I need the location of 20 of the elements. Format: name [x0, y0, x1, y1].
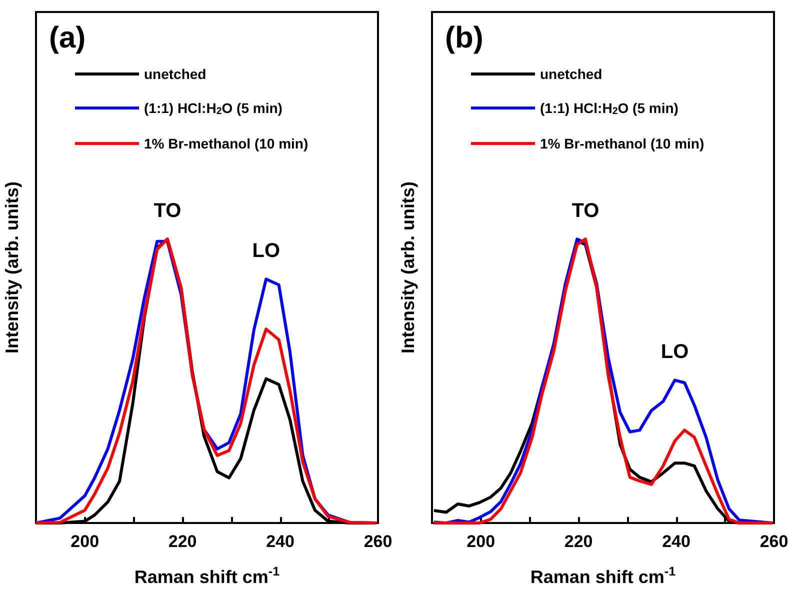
x-tick-label: 220 — [168, 532, 197, 551]
x-tick-label: 260 — [760, 532, 788, 551]
legend-label: unetched — [540, 66, 602, 82]
legend-label: 1% Br-methanol (10 min) — [540, 136, 704, 152]
annotation: LO — [660, 341, 689, 364]
x-tick-label: 260 — [364, 532, 392, 551]
text: TO — [154, 200, 182, 222]
y-axis-title: Intensity (arb. units) — [398, 181, 418, 354]
annotation: LO — [252, 240, 280, 262]
legend-label: 1% Br-methanol (10 min) — [144, 136, 308, 152]
x-tick-label: 200 — [466, 532, 496, 551]
y-axis-title: Intensity (arb. units) — [2, 181, 22, 354]
legend-label: unetched — [144, 66, 206, 82]
chart-title: (b) — [445, 22, 484, 54]
x-tick-label: 240 — [266, 532, 294, 551]
text: TO — [572, 200, 600, 222]
x-tick-label: 220 — [564, 532, 593, 551]
x-tick-label: 240 — [662, 532, 690, 551]
x-tick-label: 200 — [70, 532, 100, 551]
chart-title: (a) — [49, 22, 86, 54]
